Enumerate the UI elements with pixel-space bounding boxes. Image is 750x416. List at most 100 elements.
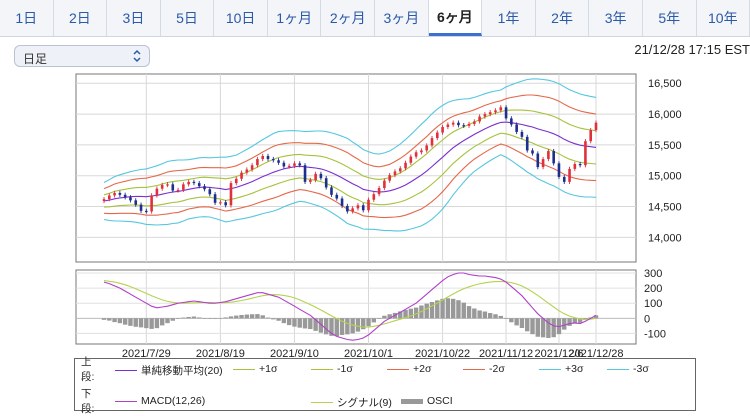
candle-body bbox=[499, 107, 503, 111]
osci-bar bbox=[572, 318, 578, 324]
candle-body bbox=[303, 165, 307, 182]
tab-12[interactable]: 5年 bbox=[643, 0, 697, 36]
x-tick-label: 2021/12/6 bbox=[534, 348, 583, 360]
osci-bar bbox=[234, 315, 239, 319]
candle-body bbox=[404, 162, 407, 169]
legend-text: OSCI bbox=[427, 395, 453, 407]
osci-bar bbox=[144, 318, 149, 329]
candle-body bbox=[123, 194, 127, 198]
osci-bar bbox=[551, 318, 556, 338]
osci-bar bbox=[207, 318, 213, 319]
osci-bar bbox=[450, 298, 456, 319]
tab-1[interactable]: 2日 bbox=[54, 0, 108, 36]
tab-11[interactable]: 3年 bbox=[589, 0, 643, 36]
legend-lower-item: MACD(12,26) bbox=[115, 395, 205, 407]
candle-body bbox=[197, 183, 201, 187]
tab-10[interactable]: 2年 bbox=[536, 0, 590, 36]
osci-bar bbox=[429, 302, 435, 319]
legend-swatch bbox=[311, 368, 333, 370]
tab-4[interactable]: 10日 bbox=[214, 0, 268, 36]
legend-text: MACD(12,26) bbox=[141, 395, 206, 407]
candle-body bbox=[309, 180, 312, 182]
tab-5[interactable]: 1ヶ月 bbox=[268, 0, 322, 36]
osci-bar bbox=[271, 318, 276, 320]
osci-bar bbox=[255, 314, 260, 319]
price-y-tick: 14,000 bbox=[648, 232, 682, 244]
price-y-tick: 16,500 bbox=[648, 78, 682, 90]
candle-body bbox=[393, 171, 397, 176]
candle-body bbox=[208, 189, 212, 195]
candle-body bbox=[282, 162, 286, 167]
osci-bar bbox=[371, 318, 377, 323]
tab-0[interactable]: 1日 bbox=[0, 0, 54, 36]
osci-bar bbox=[498, 315, 503, 319]
macd-y-tick: 200 bbox=[644, 283, 662, 295]
sma-20-line bbox=[103, 121, 597, 202]
osci-bar bbox=[318, 318, 324, 333]
legend-upper-item: -1σ bbox=[311, 363, 353, 375]
interval-select-value: 日足 bbox=[23, 52, 48, 66]
tab-3[interactable]: 5日 bbox=[161, 0, 215, 36]
candle-body bbox=[589, 130, 593, 142]
candle-body bbox=[515, 124, 518, 132]
macd-y-tick: 100 bbox=[644, 298, 662, 310]
price-y-tick: 15,000 bbox=[648, 171, 682, 183]
tab-9[interactable]: 1年 bbox=[482, 0, 536, 36]
osci-bar bbox=[487, 313, 493, 319]
chevron-up-down-icon bbox=[133, 49, 141, 63]
osci-bar bbox=[387, 314, 392, 319]
legend-text: -1σ bbox=[337, 363, 353, 375]
candle-body bbox=[346, 205, 349, 212]
osci-bar bbox=[308, 318, 313, 330]
osci-bar bbox=[424, 303, 429, 319]
price-y-tick: 16,000 bbox=[648, 109, 682, 121]
osci-bar bbox=[477, 310, 482, 319]
tab-6[interactable]: 2ヶ月 bbox=[321, 0, 376, 36]
candle-body bbox=[488, 112, 492, 115]
candle-body bbox=[192, 181, 196, 184]
candle-body bbox=[568, 168, 571, 182]
candle-body bbox=[478, 116, 481, 122]
candle-body bbox=[160, 184, 164, 189]
minus-2-sigma-line bbox=[103, 143, 597, 219]
candle-body bbox=[229, 183, 233, 206]
candle-body bbox=[409, 156, 413, 163]
osci-bar bbox=[413, 307, 419, 319]
osci-bar bbox=[493, 314, 498, 319]
candle-body bbox=[351, 208, 354, 212]
candle-body bbox=[383, 180, 386, 189]
legend-swatch bbox=[115, 400, 137, 402]
osci-bar bbox=[577, 318, 583, 323]
plus-3-sigma-line bbox=[103, 78, 597, 183]
candle-body bbox=[256, 159, 259, 166]
legend-swatch bbox=[233, 368, 255, 370]
tab-2[interactable]: 3日 bbox=[107, 0, 161, 36]
osci-bar bbox=[107, 318, 112, 321]
macd-y-tick: 0 bbox=[644, 313, 650, 325]
candle-body bbox=[483, 114, 487, 117]
candle-body bbox=[457, 122, 460, 126]
osci-bar bbox=[154, 318, 160, 329]
osci-bar bbox=[355, 318, 361, 332]
candle-body bbox=[118, 192, 122, 195]
candle-body bbox=[356, 205, 360, 209]
candle-body bbox=[287, 165, 291, 168]
osci-bar bbox=[525, 318, 530, 332]
candle-body bbox=[245, 169, 249, 173]
candle-body bbox=[213, 194, 217, 203]
legend-swatch bbox=[311, 402, 333, 403]
osci-bar bbox=[223, 317, 228, 319]
candle-body bbox=[219, 202, 222, 204]
osci-bar bbox=[535, 318, 541, 337]
osci-bar bbox=[376, 318, 382, 319]
interval-select[interactable]: 日足 bbox=[14, 45, 150, 67]
osci-bar bbox=[159, 318, 165, 326]
tab-8[interactable]: 6ヶ月 bbox=[428, 0, 483, 36]
candle-body bbox=[139, 204, 143, 211]
osci-bar bbox=[112, 318, 117, 323]
tab-7[interactable]: 3ヶ月 bbox=[375, 0, 429, 36]
candle-body bbox=[584, 141, 587, 166]
osci-bar bbox=[546, 318, 551, 338]
legend-upper-item: +3σ bbox=[539, 363, 583, 375]
minus-1-sigma-line bbox=[103, 132, 597, 208]
